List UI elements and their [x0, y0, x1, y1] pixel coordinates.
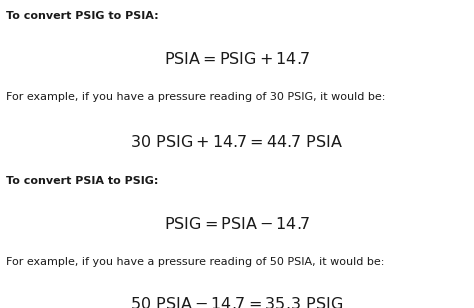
Text: $\mathregular{PSIG} = \mathregular{PSIA} - 14.7$: $\mathregular{PSIG} = \mathregular{PSIA}… — [164, 216, 310, 232]
Text: $\mathregular{PSIA} = \mathregular{PSIG} + 14.7$: $\mathregular{PSIA} = \mathregular{PSIG}… — [164, 51, 310, 67]
Text: For example, if you have a pressure reading of 30 PSIG, it would be:: For example, if you have a pressure read… — [6, 92, 385, 102]
Text: $30\ \mathregular{PSIG} + 14.7 = 44.7\ \mathregular{PSIA}$: $30\ \mathregular{PSIG} + 14.7 = 44.7\ \… — [130, 134, 344, 150]
Text: For example, if you have a pressure reading of 50 PSIA, it would be:: For example, if you have a pressure read… — [6, 257, 384, 267]
Text: To convert PSIA to PSIG:: To convert PSIA to PSIG: — [6, 176, 158, 185]
Text: To convert PSIG to PSIA:: To convert PSIG to PSIA: — [6, 11, 159, 21]
Text: $50\ \mathregular{PSIA} - 14.7 = 35.3\ \mathregular{PSIG}$: $50\ \mathregular{PSIA} - 14.7 = 35.3\ \… — [130, 296, 344, 308]
